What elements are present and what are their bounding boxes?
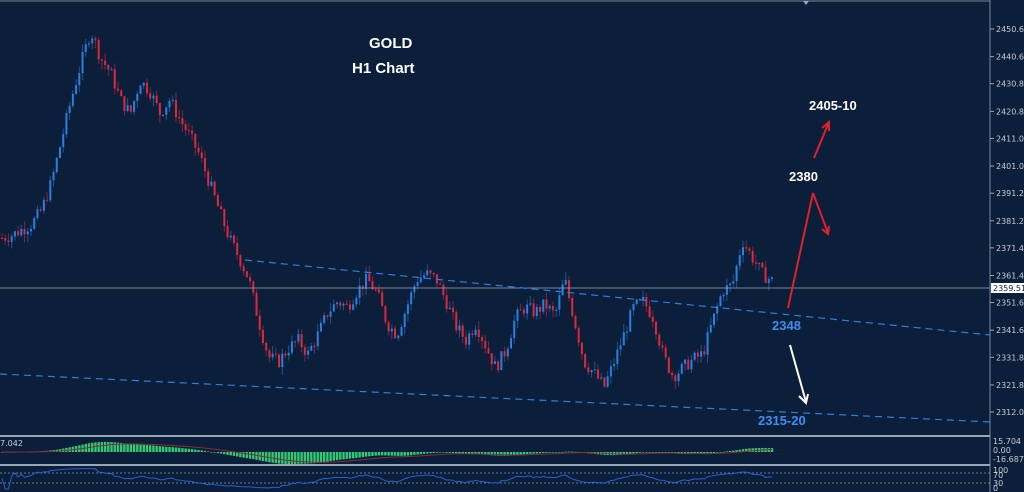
rsi-axis-100: 100 bbox=[993, 466, 1008, 475]
macd-axis-zero: 0.00 bbox=[993, 446, 1011, 455]
price-tick-label: 2351.60 bbox=[996, 299, 1024, 308]
rsi-axis-70: 70 bbox=[993, 471, 1003, 480]
price-tick-label: 2321.80 bbox=[996, 381, 1024, 390]
price-tick-label: 2331.80 bbox=[996, 353, 1024, 362]
rsi-axis-0: 0 bbox=[993, 484, 998, 492]
chart-title-symbol: GOLD bbox=[369, 35, 412, 52]
macd-histogram bbox=[0, 441, 774, 464]
price-tick-label: 2341.60 bbox=[996, 326, 1024, 335]
current-price-label: 2359.51 bbox=[993, 284, 1024, 293]
macd-value: 7.042 bbox=[0, 439, 23, 448]
price-tick-label: 2411.00 bbox=[996, 134, 1024, 143]
bearish-arrow-icon bbox=[789, 344, 809, 405]
target-up-label: 2405-10 bbox=[809, 98, 857, 113]
candles-group bbox=[1, 35, 773, 390]
price-tick-label: 2430.80 bbox=[996, 80, 1024, 89]
price-tick-label: 2361.40 bbox=[996, 271, 1024, 280]
rsi-axis-30: 30 bbox=[993, 479, 1003, 488]
current-price-tag bbox=[991, 283, 1024, 293]
price-tick-label: 2371.40 bbox=[996, 244, 1024, 253]
shift-marker-icon[interactable] bbox=[803, 1, 809, 5]
price-tick-label: 2450.60 bbox=[996, 25, 1024, 34]
price-tick-label: 2381.20 bbox=[996, 217, 1024, 226]
price-axis: 2450.60 2440.60 2430.80 2420.80 2411.00 2401.… bbox=[990, 25, 1024, 417]
price-tick-label: 2440.60 bbox=[996, 53, 1024, 62]
chart-title-timeframe: H1 Chart bbox=[352, 60, 415, 77]
rsi-line bbox=[1, 468, 773, 490]
target-down-label: 2315-20 bbox=[758, 413, 806, 428]
lower-trendline[interactable] bbox=[0, 373, 991, 423]
price-tick-label: 2312.00 bbox=[996, 408, 1024, 417]
upper-trendline[interactable] bbox=[244, 259, 991, 336]
resistance-label: 2380 bbox=[789, 169, 818, 184]
bullish-arrow-icon bbox=[787, 119, 830, 309]
price-tick-label: 2391.20 bbox=[996, 189, 1024, 198]
price-tick-label: 2420.80 bbox=[996, 107, 1024, 116]
price-tick-label: 2401.00 bbox=[996, 162, 1024, 171]
support-label: 2348 bbox=[772, 318, 801, 333]
macd-axis-max: 15.704 bbox=[993, 437, 1021, 446]
macd-axis-min: -16.687 bbox=[993, 455, 1024, 464]
